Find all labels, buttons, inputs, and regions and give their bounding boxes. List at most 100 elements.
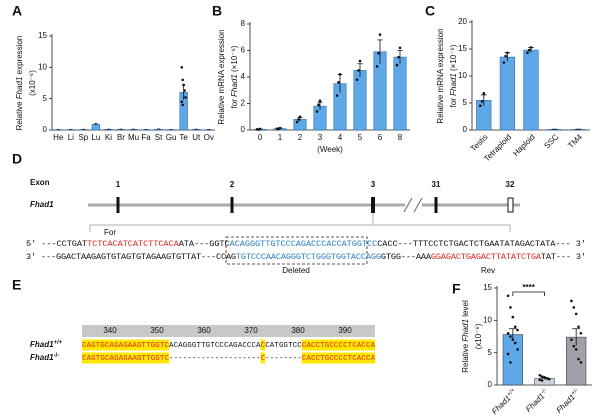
match-highlight [352, 339, 357, 351]
match-highlight [361, 339, 367, 351]
y-tick-label: 0 [463, 125, 468, 134]
data-point [315, 110, 319, 113]
ruler [82, 325, 375, 337]
y-tick-label: 0 [241, 125, 246, 134]
match-highlight [301, 339, 307, 351]
data-point [395, 63, 399, 67]
match-highlight [315, 352, 321, 364]
x-tick-label: 0 [258, 133, 263, 142]
data-point [184, 96, 187, 99]
match-highlight [347, 339, 353, 351]
aligned-sequence: CAGTGCAGAGAAGTTGGTCACAGGGTTGTCCCAGACCCAC… [82, 342, 376, 350]
x-tick-label: St [155, 133, 163, 142]
y-tick-label: 15 [458, 44, 467, 53]
match-highlight [100, 352, 106, 364]
data-point [183, 89, 186, 92]
data-point [298, 115, 302, 119]
match-highlight [306, 352, 312, 364]
match-highlight [150, 339, 156, 351]
data-point [545, 377, 549, 380]
match-highlight [114, 352, 119, 364]
y-axis-label: for Fhad1 (×10⁻⁶) [449, 44, 458, 107]
match-highlight [127, 339, 133, 351]
data-point [511, 338, 515, 342]
match-highlight [310, 352, 316, 364]
match-highlight [118, 339, 124, 351]
connector [373, 224, 511, 232]
x-tick-label: 5 [358, 133, 363, 142]
x-tick-label: He [53, 133, 64, 142]
x-tick-label: 2 [298, 133, 303, 142]
match-highlight [365, 339, 371, 351]
data-point [516, 328, 519, 332]
x-tick-label: Fhad1-/- [524, 387, 551, 414]
data-point [529, 46, 533, 49]
x-tick-label: Fhad1+/- [554, 387, 582, 415]
data-point [509, 335, 512, 338]
ruler-number: 380 [291, 326, 305, 335]
x-tick-label: 6 [378, 133, 383, 142]
data-point [278, 126, 282, 130]
data-point [297, 118, 300, 121]
data-point [506, 51, 509, 55]
match-highlight [164, 339, 170, 351]
data-point [357, 69, 360, 72]
data-point [572, 344, 576, 348]
match-highlight [146, 352, 151, 364]
match-highlight [141, 352, 147, 364]
y-tick-label: 4 [241, 72, 246, 81]
significance-bracket [512, 291, 545, 296]
x-tick-label: SSC [543, 132, 561, 150]
exon-number: 2 [230, 180, 235, 189]
data-point [502, 61, 506, 64]
match-highlight [82, 339, 87, 351]
x-tick-label: 3 [318, 133, 323, 142]
x-tick-label: Ut [192, 133, 201, 142]
x-tick-label: TM4 [566, 132, 584, 150]
exon [230, 197, 234, 213]
match-highlight [159, 339, 165, 351]
data-point [540, 379, 544, 382]
bar [523, 49, 539, 131]
data-point [526, 51, 529, 55]
x-tick-label: Gu [166, 133, 177, 142]
match-highlight [301, 352, 307, 364]
data-point [572, 306, 576, 309]
panel-label: F [452, 281, 461, 297]
ruler-number: 370 [244, 326, 258, 335]
match-highlight [306, 339, 312, 351]
y-tick-label: 10 [483, 315, 492, 324]
exon-number: 3 [371, 180, 376, 189]
break-mark [413, 197, 423, 213]
x-tick-label: Br [117, 133, 125, 142]
connector [89, 212, 374, 232]
x-tick-label: 4 [338, 133, 343, 142]
data-point [509, 361, 512, 364]
match-highlight [159, 352, 165, 364]
data-point [540, 375, 544, 378]
match-highlight [114, 339, 119, 351]
ruler-number: 350 [150, 326, 164, 335]
deleted-label: Deleted [282, 266, 310, 275]
match-highlight [320, 339, 325, 351]
match-highlight [91, 339, 96, 351]
data-point [577, 357, 580, 361]
data-point [577, 325, 580, 329]
match-highlight [333, 339, 339, 351]
data-point [180, 100, 184, 104]
y-tick-label: 5 [43, 94, 48, 103]
exon-number: 31 [432, 180, 441, 189]
data-point [181, 78, 185, 82]
panel-label: A [12, 3, 22, 19]
x-tick-label: Testis [469, 133, 490, 154]
y-tick-label: 2 [241, 99, 246, 108]
deleted-box [225, 236, 368, 265]
match-highlight [123, 352, 128, 364]
data-point [506, 331, 510, 335]
x-tick-label: Haploid [511, 133, 537, 159]
match-highlight [109, 339, 115, 351]
y-tick-label: 20 [458, 17, 467, 26]
match-highlight [150, 352, 156, 364]
x-tick-label: Fa [141, 133, 151, 142]
match-highlight [260, 339, 266, 351]
